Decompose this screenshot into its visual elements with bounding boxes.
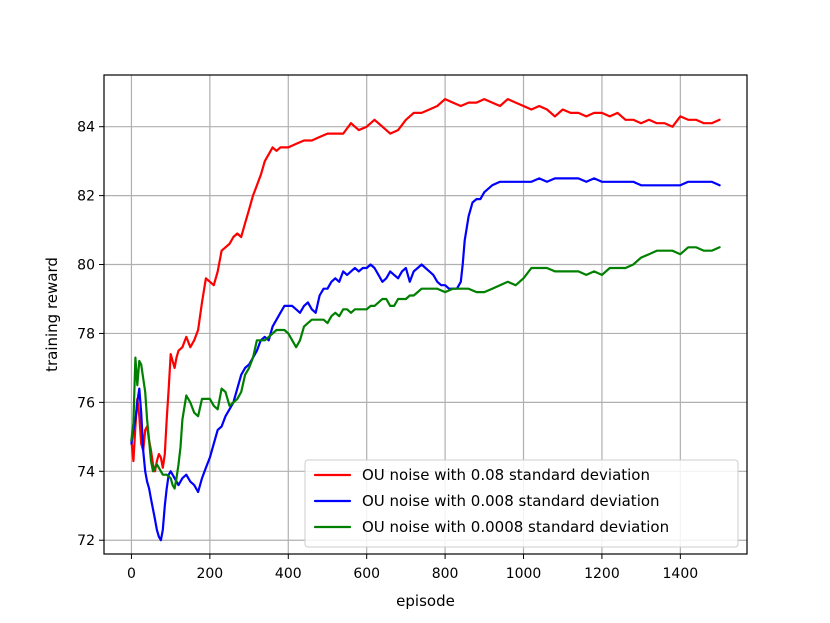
x-tick-label: 800 — [432, 566, 459, 582]
legend-entry-0.0008: OU noise with 0.0008 standard deviation — [362, 518, 669, 536]
x-tick-label: 600 — [353, 566, 380, 582]
y-axis-label: training reward — [43, 257, 61, 372]
x-tick-label: 1000 — [506, 566, 542, 582]
x-tick-label: 0 — [127, 566, 136, 582]
ticks: 0 200 400 600 800 1000 1200 1400 72 74 76 78 80 82 84 — [77, 120, 698, 582]
y-tick-label: 76 — [77, 395, 95, 411]
legend-entry-0.008: OU noise with 0.008 standard deviation — [362, 492, 660, 510]
series-line-1 — [130, 177, 721, 542]
x-axis-label: episode — [396, 592, 455, 610]
y-tick-label: 80 — [77, 258, 95, 274]
y-tick-label: 74 — [77, 464, 95, 480]
y-tick-label: 84 — [77, 120, 95, 136]
series-line-0 — [130, 98, 721, 473]
x-tick-label: 200 — [196, 566, 223, 582]
series-line-2 — [130, 246, 721, 490]
x-tick-label: 1400 — [663, 566, 699, 582]
y-tick-label: 82 — [77, 189, 95, 205]
legend-box — [304, 459, 739, 548]
x-tick-label: 1200 — [584, 566, 620, 582]
x-tick-label: 400 — [275, 566, 302, 582]
legend: OU noise with 0.08 standard deviation OU… — [304, 459, 739, 548]
y-tick-label: 78 — [77, 326, 95, 342]
plot-frame — [103, 74, 748, 555]
legend-entry-0.08: OU noise with 0.08 standard deviation — [362, 466, 650, 484]
y-tick-label: 72 — [77, 533, 95, 549]
series-layer — [130, 98, 721, 542]
